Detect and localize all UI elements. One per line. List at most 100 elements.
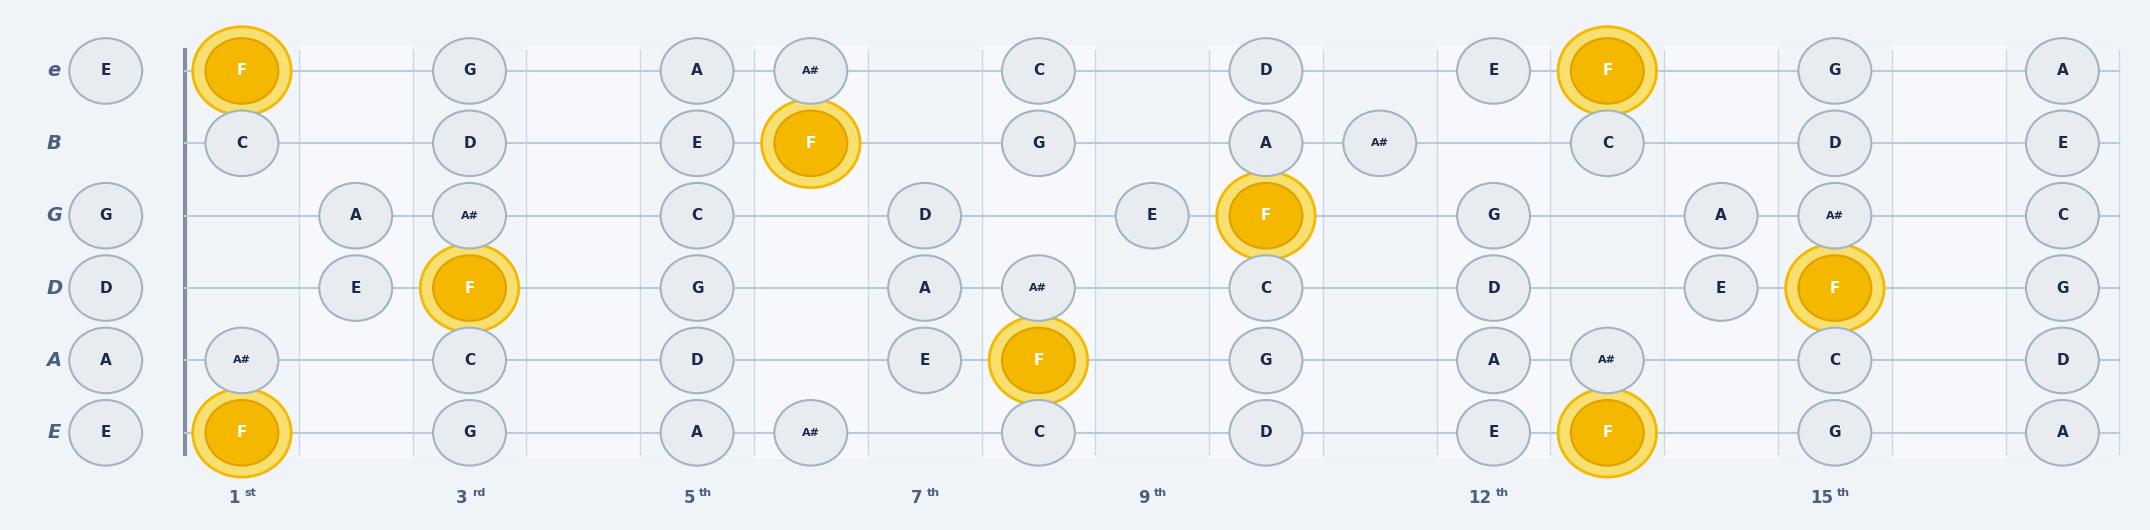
Ellipse shape: [432, 328, 505, 393]
Text: C: C: [692, 208, 703, 223]
Text: E: E: [47, 423, 60, 443]
Text: st: st: [245, 488, 256, 498]
Bar: [413, 45, 527, 459]
Ellipse shape: [2025, 400, 2098, 465]
Text: th: th: [927, 488, 940, 498]
Ellipse shape: [1458, 255, 1531, 321]
Text: G: G: [1488, 208, 1501, 223]
Text: 3: 3: [456, 489, 467, 507]
Text: E: E: [101, 64, 112, 78]
Text: A: A: [1488, 353, 1499, 368]
Text: A: A: [1716, 208, 1726, 223]
Text: A#: A#: [232, 356, 252, 366]
Text: E: E: [920, 353, 929, 368]
Text: e: e: [47, 61, 60, 81]
Text: A: A: [2058, 64, 2068, 78]
Ellipse shape: [432, 255, 505, 321]
Ellipse shape: [1002, 255, 1075, 321]
Ellipse shape: [660, 400, 733, 465]
Ellipse shape: [318, 183, 391, 249]
Text: A: A: [690, 425, 703, 440]
Text: D: D: [1260, 425, 1273, 440]
Ellipse shape: [69, 400, 142, 465]
Text: G: G: [462, 425, 475, 440]
Ellipse shape: [1559, 26, 1656, 115]
Ellipse shape: [1002, 400, 1075, 465]
Ellipse shape: [69, 38, 142, 104]
Ellipse shape: [660, 255, 733, 321]
Ellipse shape: [2025, 328, 2098, 393]
Ellipse shape: [1797, 38, 1870, 104]
Text: B: B: [47, 134, 62, 153]
Text: E: E: [692, 136, 703, 151]
Text: A: A: [47, 351, 62, 370]
Text: F: F: [236, 425, 247, 440]
Bar: [641, 45, 755, 459]
Ellipse shape: [432, 111, 505, 176]
Text: A#: A#: [1597, 356, 1617, 366]
Ellipse shape: [1797, 328, 1870, 393]
Bar: [1322, 45, 1436, 459]
Text: D: D: [1488, 280, 1501, 296]
Bar: [1892, 45, 2006, 459]
Text: th: th: [699, 488, 712, 498]
Ellipse shape: [206, 38, 277, 104]
Text: G: G: [1260, 353, 1273, 368]
Text: A#: A#: [460, 211, 479, 220]
Text: A: A: [99, 353, 112, 368]
Text: A#: A#: [1372, 138, 1389, 148]
Text: G: G: [1032, 136, 1045, 151]
Bar: [1664, 45, 1778, 459]
Ellipse shape: [1002, 38, 1075, 104]
Text: 12: 12: [1468, 489, 1492, 507]
Text: C: C: [464, 353, 475, 368]
Bar: [2006, 45, 2120, 459]
Text: E: E: [1716, 280, 1726, 296]
Text: 9: 9: [1140, 489, 1150, 507]
Ellipse shape: [1230, 400, 1303, 465]
Text: C: C: [1602, 136, 1612, 151]
Ellipse shape: [206, 400, 277, 465]
Text: A#: A#: [802, 428, 819, 438]
Text: G: G: [99, 208, 112, 223]
Text: 5: 5: [684, 489, 694, 507]
Ellipse shape: [1002, 328, 1075, 393]
Ellipse shape: [1344, 111, 1417, 176]
Ellipse shape: [761, 99, 860, 188]
Ellipse shape: [69, 328, 142, 393]
Ellipse shape: [1002, 111, 1075, 176]
Bar: [755, 45, 869, 459]
Text: th: th: [1496, 488, 1509, 498]
Text: D: D: [918, 208, 931, 223]
Text: A: A: [350, 208, 361, 223]
Text: C: C: [1830, 353, 1840, 368]
Text: C: C: [1032, 64, 1045, 78]
Text: F: F: [1830, 280, 1840, 296]
Text: 1: 1: [228, 489, 241, 507]
Ellipse shape: [1787, 244, 1883, 332]
Text: D: D: [462, 136, 475, 151]
Ellipse shape: [69, 183, 142, 249]
Ellipse shape: [1797, 111, 1870, 176]
Text: th: th: [1155, 488, 1167, 498]
Bar: [527, 45, 641, 459]
Ellipse shape: [888, 183, 961, 249]
Ellipse shape: [660, 328, 733, 393]
Text: G: G: [462, 64, 475, 78]
Text: th: th: [1836, 488, 1851, 498]
Text: F: F: [236, 64, 247, 78]
Text: 15: 15: [1810, 489, 1832, 507]
Ellipse shape: [1458, 328, 1531, 393]
Bar: [185, 45, 299, 459]
Text: G: G: [690, 280, 703, 296]
Ellipse shape: [888, 328, 961, 393]
Text: C: C: [1260, 280, 1271, 296]
Ellipse shape: [194, 26, 290, 115]
Bar: [185, 45, 2120, 459]
Ellipse shape: [1230, 183, 1303, 249]
Text: A: A: [690, 64, 703, 78]
Text: F: F: [1034, 353, 1043, 368]
Text: G: G: [2055, 280, 2068, 296]
Text: C: C: [236, 136, 247, 151]
Ellipse shape: [888, 255, 961, 321]
